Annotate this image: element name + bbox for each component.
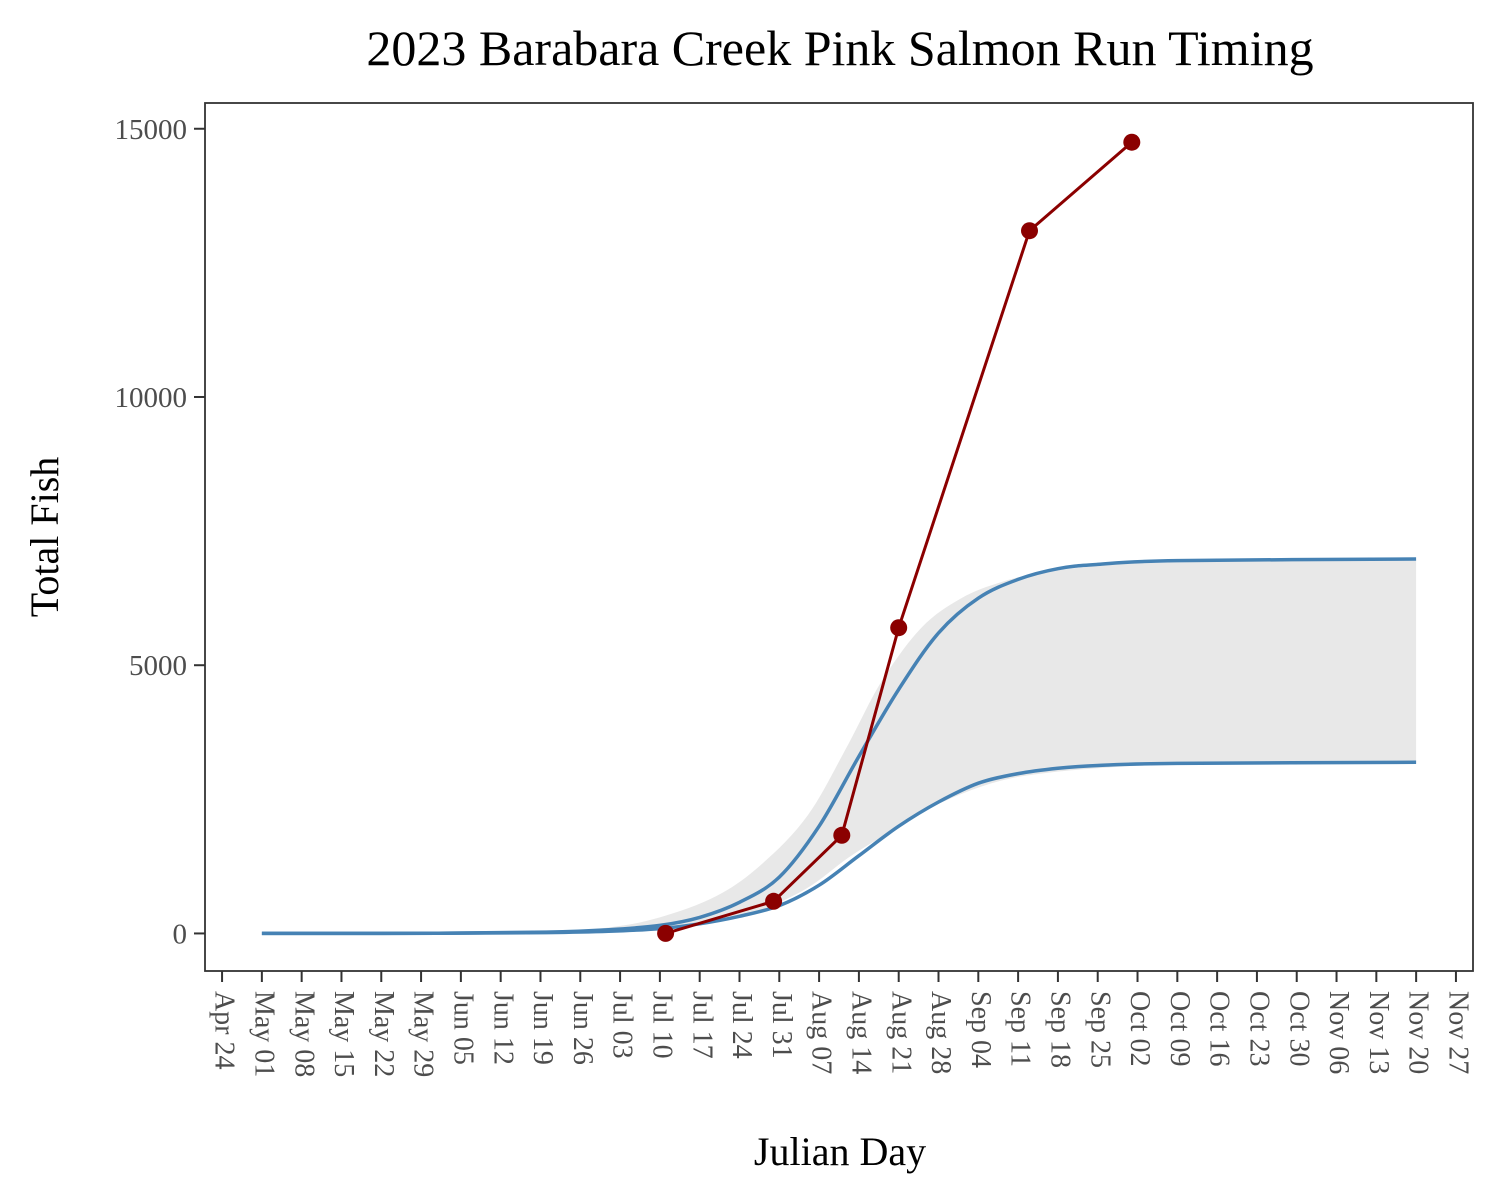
observed-point-5 xyxy=(1021,222,1038,240)
x-tick-label: May 01 xyxy=(248,991,279,1077)
observed-point-3 xyxy=(833,826,851,844)
x-tick-label: Sep 11 xyxy=(1005,991,1036,1067)
confidence-band-layer xyxy=(261,560,1417,934)
x-tick-label: Jun 05 xyxy=(447,991,478,1065)
x-tick-label: May 29 xyxy=(408,991,439,1077)
observed-point-1 xyxy=(657,924,675,942)
x-tick-label: Oct 23 xyxy=(1243,991,1274,1066)
y-tick-label: 0 xyxy=(173,918,188,950)
x-tick-label: Oct 30 xyxy=(1283,991,1314,1066)
x-tick-label: Jun 12 xyxy=(487,991,518,1065)
x-tick-label: Sep 04 xyxy=(965,991,996,1068)
observed-line xyxy=(665,141,1133,935)
x-tick-label: Sep 18 xyxy=(1044,991,1075,1068)
x-tick-label: May 22 xyxy=(368,991,399,1077)
y-tick-label: 10000 xyxy=(115,382,188,414)
x-axis-label: Julian Day xyxy=(754,1129,926,1174)
x-tick-label: Nov 27 xyxy=(1442,991,1473,1074)
observed-point-4 xyxy=(890,619,908,637)
x-tick-label: Nov 20 xyxy=(1403,991,1434,1074)
y-tick-label: 15000 xyxy=(115,114,188,146)
x-tick-label: Jul 24 xyxy=(726,991,757,1059)
x-tick-label: May 08 xyxy=(288,991,319,1077)
x-tick-label: Jul 31 xyxy=(766,991,797,1059)
x-tick-label: Jul 17 xyxy=(686,991,717,1059)
x-tick-label: Aug 14 xyxy=(845,991,876,1074)
y-tick-label: 5000 xyxy=(129,650,187,682)
lower-curve-line xyxy=(261,760,1417,936)
x-tick-label: Oct 16 xyxy=(1204,991,1235,1066)
series-layer xyxy=(261,133,1417,942)
x-tick-label: Oct 09 xyxy=(1164,991,1195,1066)
x-tick-label: Jun 19 xyxy=(527,991,558,1065)
observed-point-6 xyxy=(1123,133,1141,151)
observed-point-2 xyxy=(765,892,783,910)
plot-panel-border xyxy=(204,102,1474,972)
x-tick-label: Nov 06 xyxy=(1323,991,1354,1074)
x-tick-label: Sep 25 xyxy=(1084,991,1115,1068)
y-axis: 0 5000 10000 15000 xyxy=(115,114,205,950)
x-tick-label: Apr 24 xyxy=(209,991,240,1070)
chart-title: 2023 Barabara Creek Pink Salmon Run Timi… xyxy=(366,20,1313,76)
confidence-band xyxy=(261,560,1417,934)
x-tick-label: May 15 xyxy=(328,991,359,1077)
x-tick-label: Jul 10 xyxy=(646,991,677,1059)
x-tick-label: Oct 02 xyxy=(1124,991,1155,1066)
x-tick-label: Jul 03 xyxy=(607,991,638,1059)
x-tick-label: Jun 26 xyxy=(567,991,598,1065)
x-axis: Apr 24 May 01 May 08 May 15 May 22 May 29 Jun … xyxy=(209,971,1473,1077)
x-tick-label: Nov 13 xyxy=(1363,991,1394,1074)
x-tick-label: Aug 28 xyxy=(925,991,956,1074)
x-tick-label: Aug 07 xyxy=(806,991,837,1074)
x-tick-label: Aug 21 xyxy=(885,991,916,1074)
y-axis-label: Total Fish xyxy=(22,457,67,618)
